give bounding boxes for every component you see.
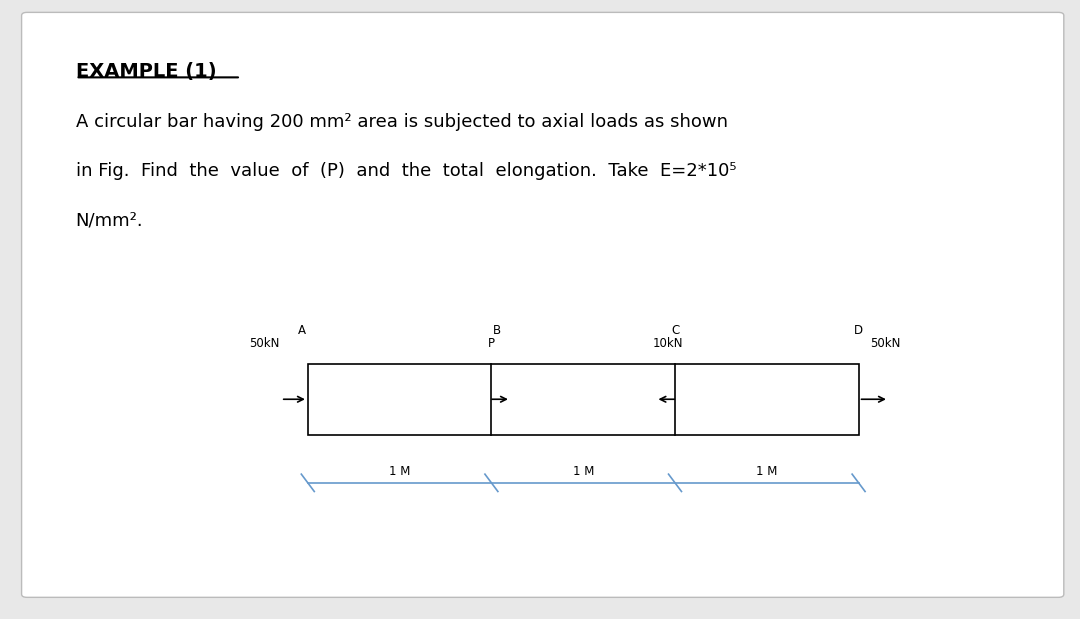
- Text: 50kN: 50kN: [870, 337, 901, 350]
- Text: B: B: [492, 324, 501, 337]
- Text: P: P: [488, 337, 495, 350]
- Text: N/mm².: N/mm².: [76, 212, 144, 230]
- Text: A circular bar having 200 mm² area is subjected to axial loads as shown: A circular bar having 200 mm² area is su…: [76, 113, 728, 131]
- Text: D: D: [854, 324, 863, 337]
- Text: 1 M: 1 M: [389, 465, 410, 478]
- Text: 10kN: 10kN: [652, 337, 683, 350]
- Text: C: C: [671, 324, 679, 337]
- Bar: [308, 364, 859, 435]
- Text: EXAMPLE (1): EXAMPLE (1): [76, 62, 216, 81]
- Text: 1 M: 1 M: [756, 465, 778, 478]
- Text: 50kN: 50kN: [249, 337, 280, 350]
- Text: A: A: [298, 324, 307, 337]
- Text: in Fig.  Find  the  value  of  (P)  and  the  total  elongation.  Take  E=2*10⁵: in Fig. Find the value of (P) and the to…: [76, 162, 737, 180]
- Text: 1 M: 1 M: [572, 465, 594, 478]
